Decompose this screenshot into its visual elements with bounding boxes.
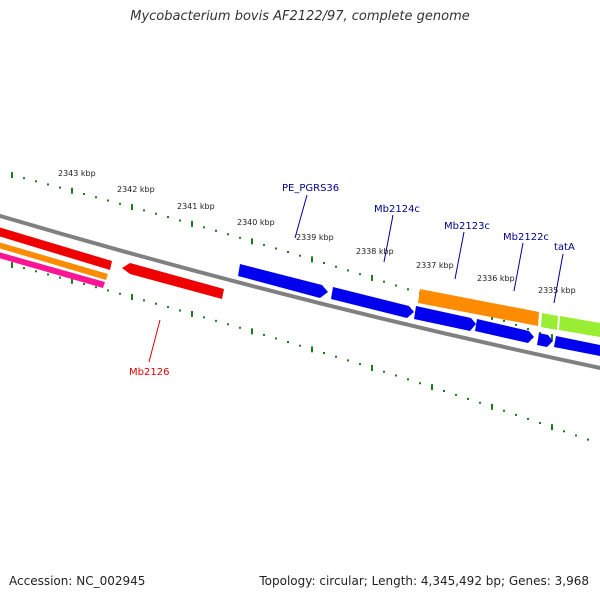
feature-green-right[interactable] (541, 313, 558, 330)
tick-label-2342: 2342 kbp (117, 185, 155, 194)
gene-label-mb2123c[interactable]: Mb2123c (444, 221, 490, 232)
gene-label-mb2124c[interactable]: Mb2124c (374, 204, 420, 215)
map-title: Mycobacterium bovis AF2122/97, complete … (130, 9, 470, 24)
feature-pe-pgrs36[interactable] (238, 264, 328, 298)
tick-label-2335: 2335 kbp (538, 286, 576, 295)
gene-label-pe-pgrs36[interactable]: PE_PGRS36 (282, 183, 339, 194)
feature-mb2122c[interactable] (537, 333, 553, 347)
feature-blue-2[interactable] (331, 287, 414, 318)
leader-mb2126 (148, 319, 161, 363)
tick-label-2338: 2338 kbp (356, 247, 394, 256)
gene-label-mb2126[interactable]: Mb2126 (129, 367, 169, 378)
gene-label-tata[interactable]: tatA (554, 242, 575, 253)
feature-red-left[interactable] (0, 226, 112, 270)
tick-label-2336: 2336 kbp (477, 274, 515, 283)
reverse-scale (11, 262, 589, 441)
leader-mb2122c (513, 242, 524, 292)
tick-label-2337: 2337 kbp (416, 261, 454, 270)
feature-mb2124c[interactable] (414, 306, 476, 331)
tick-label-2339: 2339 kbp (296, 233, 334, 242)
feature-orange-right[interactable] (418, 289, 539, 326)
backbone-line (0, 213, 600, 370)
feature-tata[interactable] (554, 336, 600, 356)
feature-mb2126[interactable] (122, 263, 224, 299)
leader-pe-pgrs36 (294, 194, 308, 239)
feature-green-right-2[interactable] (559, 316, 600, 337)
tick-label-2343: 2343 kbp (58, 169, 96, 178)
leader-tata (553, 253, 564, 304)
feature-pink-left[interactable] (0, 251, 105, 288)
tick-label-2341: 2341 kbp (177, 202, 215, 211)
feature-mb2123c[interactable] (475, 319, 534, 343)
leader-mb2124c (383, 214, 394, 263)
leader-mb2123c (454, 231, 465, 280)
genome-summary-text: Topology: circular; Length: 4,345,492 bp… (259, 574, 589, 588)
tick-label-2340: 2340 kbp (237, 218, 275, 227)
gene-label-mb2122c[interactable]: Mb2122c (503, 232, 549, 243)
feature-orange-left[interactable] (0, 241, 108, 280)
accession-text: Accession: NC_002945 (9, 574, 146, 588)
